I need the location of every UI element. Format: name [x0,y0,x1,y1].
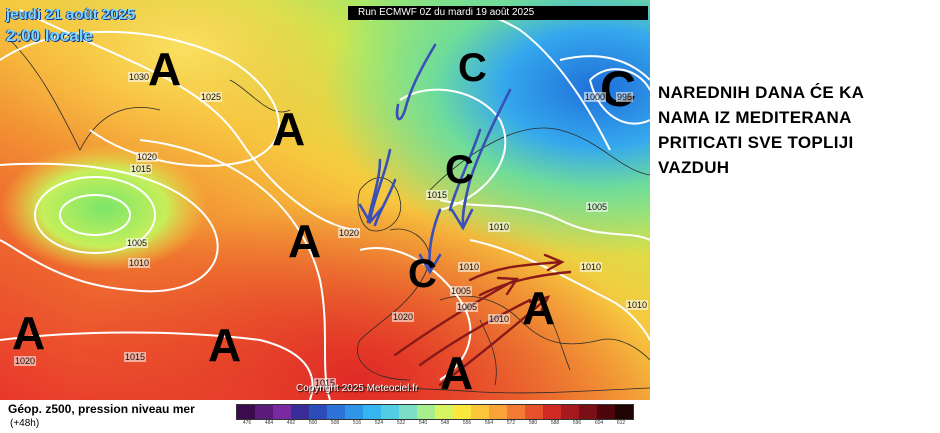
isobar-label: 1010 [488,222,511,232]
isobar-label: 1010 [128,258,151,268]
scale-tick-label: 476 [242,420,252,426]
scale-tick-label: 588 [550,420,560,426]
scale-tick-label: 564 [484,420,494,426]
scale-tick-label: 572 [506,420,516,426]
scale-swatch [399,405,417,419]
scale-tick-label: 532 [396,420,406,426]
high-pressure-center: A [522,282,556,334]
isobar-label: 1015 [314,378,337,388]
model-run-banner: Run ECMWF 0Z du mardi 19 août 2025 [348,6,648,20]
low-pressure-center: C [458,46,487,90]
scale-tick-label: 524 [374,420,384,426]
isobar-label: 1010 [580,262,603,272]
scale-tick-label: 484 [264,420,274,426]
isobar-label: 1005 [586,202,609,212]
high-pressure-center: A [272,103,306,155]
map-canvas [0,0,651,401]
cold-flow-arrows [358,43,512,275]
scale-swatch [345,405,363,419]
scale-swatch [435,405,453,419]
low-pressure-center: C [600,61,637,117]
color-scale-ticks: 476 484 492 500 508 516 524 532 540 548 556 564 572 5… [236,420,632,426]
isobars [0,6,651,401]
isobar-label: 1020 [14,356,37,366]
scale-tick-label: 548 [440,420,450,426]
scale-tick-label: 500 [308,420,318,426]
annotation-text: NAREDNIH DANA ĆE KA NAMA IZ MEDITERANA P… [658,83,865,177]
isobar-label: 1005 [126,238,149,248]
scale-swatch [381,405,399,419]
scale-swatch [291,405,309,419]
scale-tick-label: 580 [528,420,538,426]
scale-tick-label: 492 [286,420,296,426]
scale-tick-label: 556 [462,420,472,426]
forecast-date: jeudi 21 août 2025 [6,6,136,23]
isobar-label: 1010 [626,300,649,310]
isobar-label: 1020 [136,152,159,162]
isobar-label: 1010 [458,262,481,272]
scale-swatch [255,405,273,419]
high-pressure-center: A [288,215,322,267]
copyright-text: Copyright 2025 Meteociel.fr [296,383,419,394]
isobar-label: 1015 [124,352,147,362]
scale-swatch [579,405,597,419]
scale-tick-label: 596 [572,420,582,426]
scale-tick-label: 612 [616,420,626,426]
isobar-label: 1005 [456,302,479,312]
warm-flow-arrows [393,253,572,387]
isobar-label: 1015 [130,164,153,174]
low-pressure-center: C [445,148,474,192]
scale-swatch [417,405,435,419]
isobar-label: 1015 [426,190,449,200]
scale-swatch [327,405,345,419]
high-pressure-center: A [12,307,46,359]
isobar-label: 1000 [584,92,607,102]
high-pressure-center: A [208,319,242,371]
weather-map: A A A A A A A C C C C 1030 1025 1020 101… [0,0,651,401]
scale-swatch [309,405,327,419]
scale-swatch [543,405,561,419]
scale-swatch [561,405,579,419]
isobar-label: 995 [616,92,634,102]
scale-swatch [237,405,255,419]
scale-swatch [615,405,633,419]
legend-title: Géop. z500, pression niveau mer [8,402,195,416]
isobar-label: 1005 [450,286,473,296]
scale-tick-label: 540 [418,420,428,426]
scale-swatch [273,405,291,419]
isobar-label: 1025 [200,92,223,102]
forecast-time: 2:00 locale [6,26,93,45]
high-pressure-center: A [440,347,474,399]
high-pressure-center: A [148,43,182,95]
scale-tick-label: 604 [594,420,604,426]
scale-swatch [471,405,489,419]
scale-swatch [525,405,543,419]
scale-swatch [507,405,525,419]
isobar-label: 1020 [392,312,415,322]
scale-swatch [453,405,471,419]
scale-swatch [489,405,507,419]
legend-subtitle: (+48h) [10,418,40,429]
isobar-label: 1020 [338,228,361,238]
isobar-label: 1010 [488,314,511,324]
scale-tick-label: 516 [352,420,362,426]
scale-swatch [363,405,381,419]
scale-tick-label: 508 [330,420,340,426]
low-pressure-center: C [408,252,437,296]
scale-swatch [597,405,615,419]
color-scale [236,404,634,420]
isobar-label: 1030 [128,72,151,82]
